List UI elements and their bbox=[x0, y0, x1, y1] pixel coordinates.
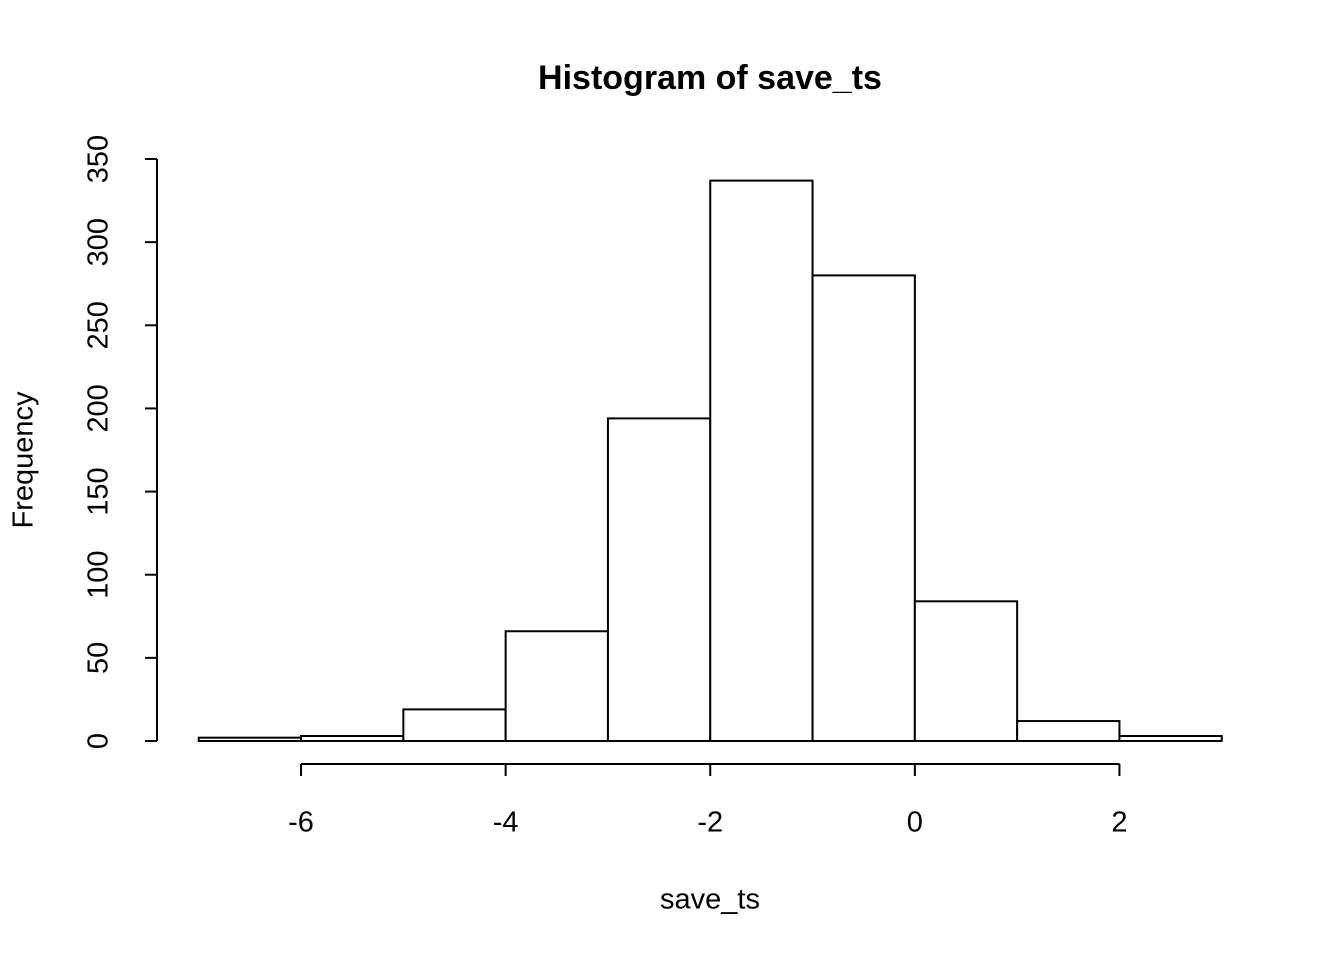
x-axis-label: save_ts bbox=[660, 884, 760, 916]
bar bbox=[1016, 720, 1121, 743]
chart-title: Histogram of save_ts bbox=[538, 59, 882, 97]
x-tick-label: -4 bbox=[493, 807, 519, 839]
y-tick-label: 0 bbox=[83, 733, 115, 749]
y-axis-label: Frequency bbox=[8, 391, 40, 529]
y-tick-label: 350 bbox=[83, 135, 115, 183]
bar bbox=[402, 708, 507, 742]
x-tick-label: 0 bbox=[907, 807, 923, 839]
bar bbox=[1118, 735, 1223, 742]
bar bbox=[197, 736, 303, 742]
y-tick-label: 100 bbox=[83, 551, 115, 599]
y-tick-label: 300 bbox=[83, 218, 115, 266]
x-tick-label: -2 bbox=[697, 807, 723, 839]
bar bbox=[300, 735, 405, 742]
bar bbox=[504, 630, 609, 742]
x-tick-label: 2 bbox=[1111, 807, 1127, 839]
bar bbox=[913, 600, 1019, 742]
y-tick-label: 150 bbox=[83, 467, 115, 515]
x-tick-label: -6 bbox=[288, 807, 314, 839]
y-tick-label: 250 bbox=[83, 301, 115, 349]
bar bbox=[709, 179, 814, 743]
y-tick-label: 200 bbox=[83, 384, 115, 432]
bar bbox=[606, 417, 712, 742]
y-tick-label: 50 bbox=[83, 642, 115, 674]
bar bbox=[811, 274, 916, 742]
